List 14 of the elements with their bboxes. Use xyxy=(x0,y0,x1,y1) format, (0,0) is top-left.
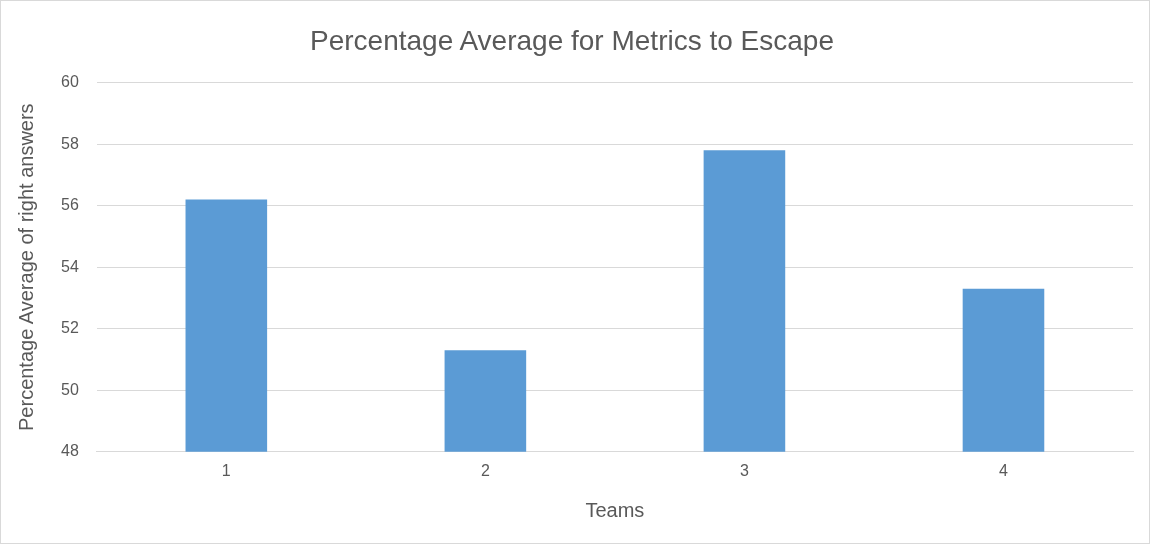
x-tick-label: 1 xyxy=(221,461,231,479)
x-axis-title: Teams xyxy=(585,498,645,521)
y-tick-label: 52 xyxy=(61,319,79,337)
y-tick-label: 56 xyxy=(61,196,79,214)
y-tick-label: 60 xyxy=(61,73,79,91)
y-tick-label: 50 xyxy=(61,380,79,398)
y-tick-label: 48 xyxy=(61,442,79,460)
y-axis-title: Percentage Average of right answers xyxy=(14,103,37,431)
chart-title: Percentage Average for Metrics to Escape xyxy=(310,24,834,56)
x-tick-label: 2 xyxy=(480,461,490,479)
x-tick-label: 3 xyxy=(739,461,749,479)
x-tick-label: 4 xyxy=(999,461,1009,479)
y-tick-label: 58 xyxy=(61,134,79,152)
y-tick-label: 54 xyxy=(61,257,79,275)
